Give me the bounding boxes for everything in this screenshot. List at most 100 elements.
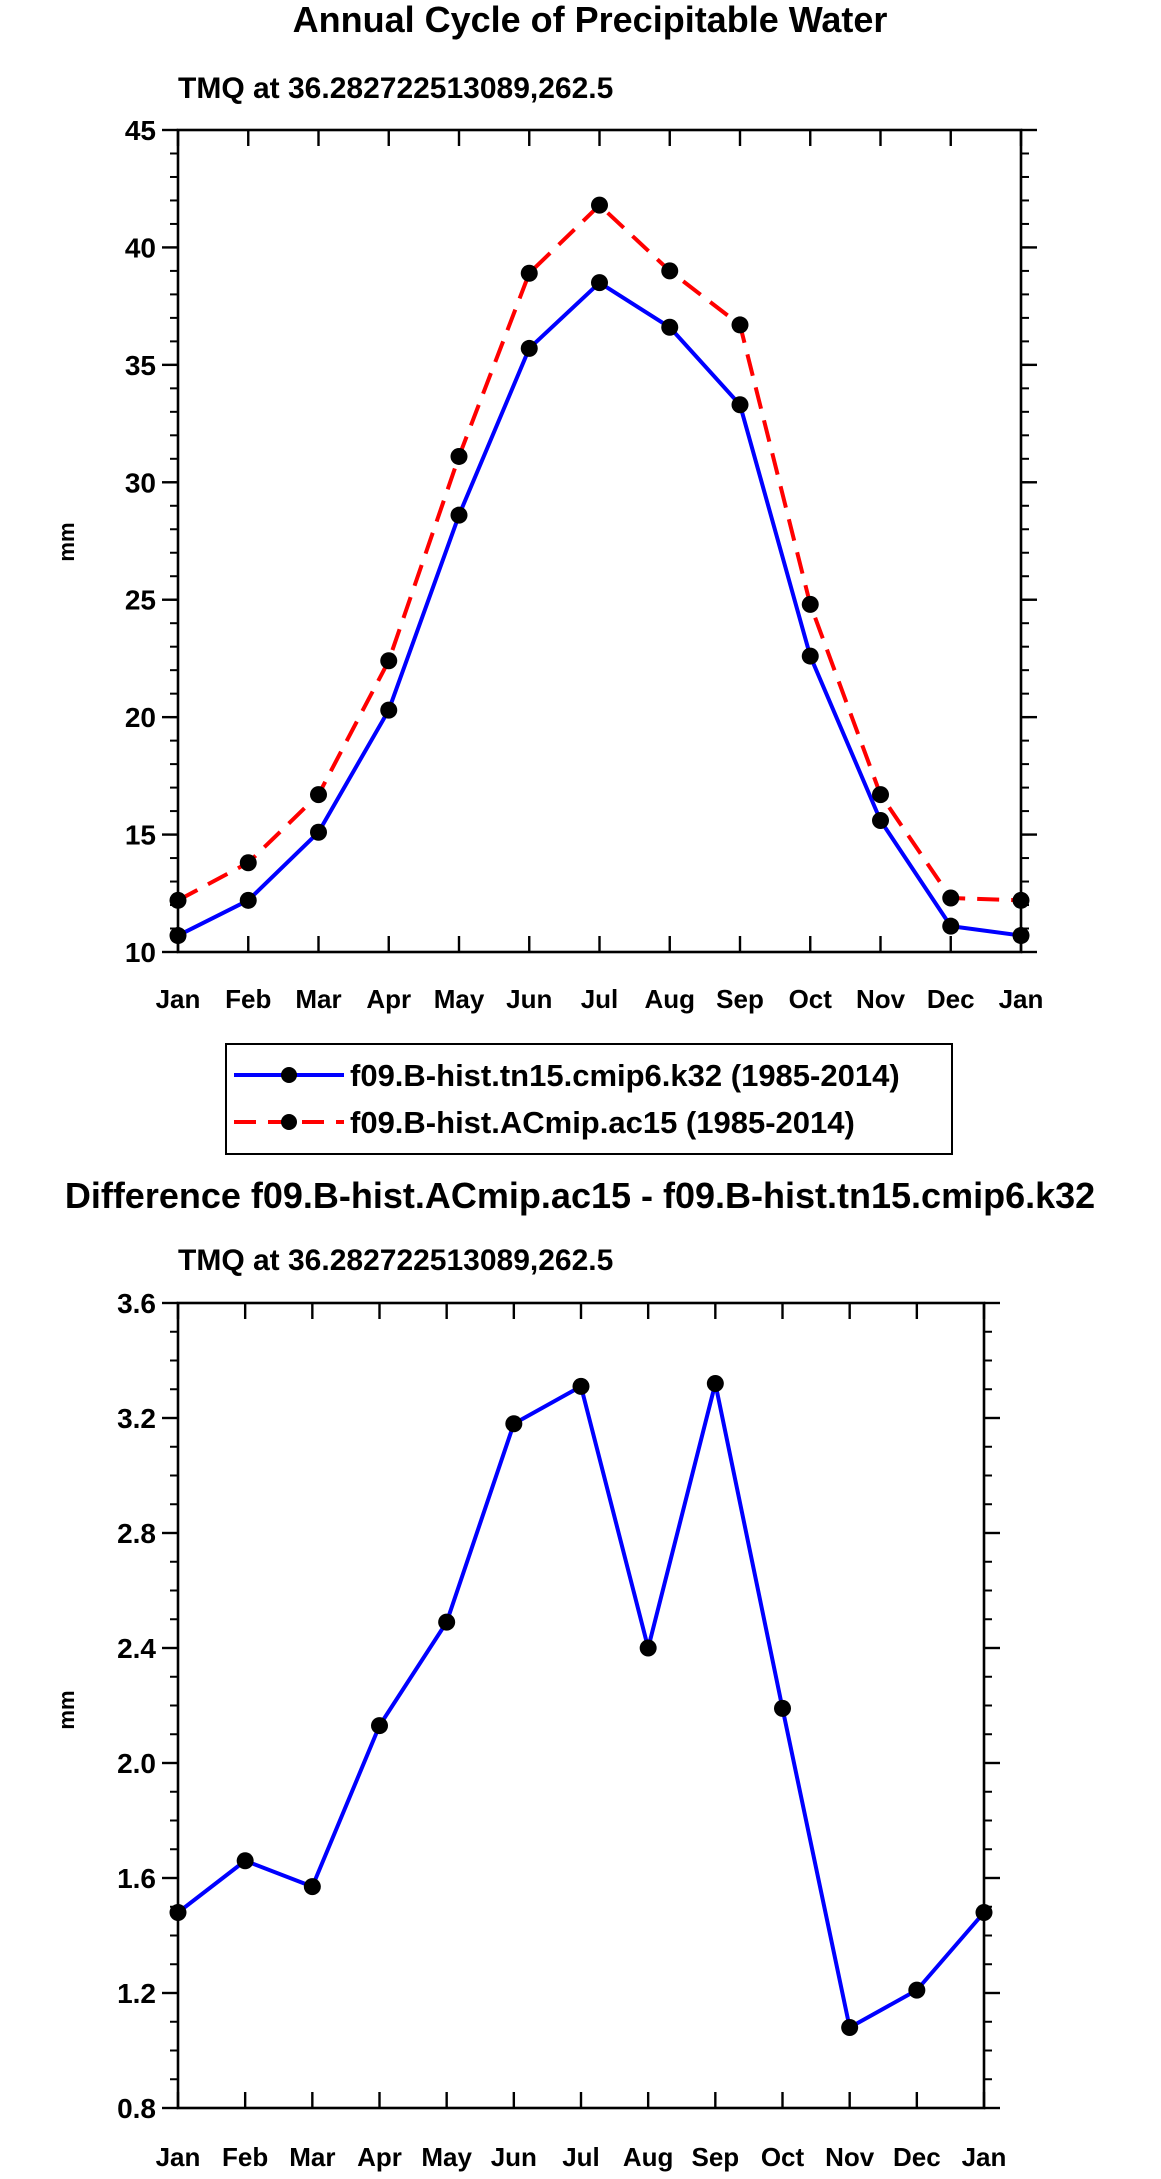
data-point — [169, 927, 187, 945]
data-point — [572, 1377, 590, 1395]
x-tick-label: Jun — [491, 2142, 537, 2172]
y-tick-label: 40 — [125, 232, 156, 263]
x-tick-label: Feb — [225, 984, 271, 1014]
data-point — [169, 891, 187, 909]
data-point — [591, 274, 608, 292]
legend-item-1: f09.B-hist.tn15.cmip6.k32 (1985-2014) — [234, 1058, 900, 1093]
y-tick-label: 35 — [125, 350, 156, 381]
y-axis-label: mm — [54, 1690, 79, 1729]
data-point — [975, 1904, 993, 1921]
x-tick-label: Sep — [716, 984, 764, 1014]
data-point — [371, 1717, 388, 1735]
data-point — [239, 854, 257, 872]
plot-frame — [176, 128, 1023, 954]
data-point — [239, 891, 257, 909]
x-tick-labels: Jan Feb Mar Apr May Jun Jul Aug Sep Oct Nov Dec Jan — [156, 984, 1044, 1014]
data-point — [303, 1878, 321, 1896]
x-tick-label: Dec — [893, 2142, 941, 2172]
x-tick-label: Feb — [222, 2142, 268, 2172]
y-tick-label: 25 — [125, 585, 156, 616]
x-tick-label: Jul — [581, 984, 619, 1014]
data-point — [380, 652, 398, 670]
x-tick-label: Oct — [761, 2142, 805, 2172]
data-point — [801, 647, 819, 665]
series-line-0 — [176, 1381, 986, 2030]
x-tick-label: Jan — [156, 2142, 201, 2172]
y-tick-label: 2.8 — [117, 1518, 156, 1549]
legend-item-2: f09.B-hist.ACmip.ac15 (1985-2014) — [234, 1105, 855, 1140]
y-tick-label: 30 — [125, 467, 156, 498]
x-tick-label: Jan — [962, 2142, 1007, 2172]
x-tick-labels: Jan Feb Mar Apr May Jun Jul Aug Sep Oct Nov Dec Jan — [156, 2142, 1007, 2172]
legend-label-1: f09.B-hist.tn15.cmip6.k32 (1985-2014) — [350, 1058, 900, 1093]
x-tick-label: Jan — [999, 984, 1044, 1014]
y-tick-label: 3.2 — [117, 1403, 156, 1434]
data-point — [380, 701, 398, 719]
chart-title: Difference f09.B-hist.ACmip.ac15 - f09.B… — [65, 1175, 1095, 1216]
x-tick-label: Jan — [156, 984, 201, 1014]
y-tick-label: 1.2 — [117, 1978, 156, 2009]
data-point — [872, 811, 889, 829]
y-tick-label: 10 — [125, 937, 156, 968]
data-point — [639, 1639, 657, 1657]
y-tick-label: 15 — [125, 820, 156, 851]
data-point — [310, 823, 327, 841]
x-tick-label: Aug — [623, 2142, 674, 2172]
data-point — [169, 1904, 187, 1921]
y-tick-labels: 10 15 20 25 30 35 40 45 — [125, 115, 156, 968]
x-tick-label: Mar — [289, 2142, 335, 2172]
data-point — [872, 786, 889, 804]
data-point — [1012, 927, 1030, 945]
chart-title: Annual Cycle of Precipitable Water — [293, 0, 888, 40]
y-tick-label: 3.6 — [117, 1288, 156, 1319]
series-line-1 — [177, 203, 1022, 903]
y-axis-label: mm — [54, 522, 79, 561]
difference-chart: Difference f09.B-hist.ACmip.ac15 - f09.B… — [54, 1175, 1095, 2172]
data-point — [841, 2019, 859, 2036]
data-point — [942, 889, 960, 907]
data-point — [520, 339, 538, 357]
series-line-0 — [177, 280, 1022, 938]
y-tick-label: 45 — [125, 115, 156, 146]
plot-frame — [176, 1301, 986, 2110]
x-tick-label: Jun — [506, 984, 552, 1014]
data-point — [438, 1613, 456, 1631]
x-tick-label: Apr — [366, 984, 411, 1014]
data-series — [169, 1375, 993, 2036]
data-series — [169, 196, 1030, 945]
x-tick-label: Oct — [789, 984, 833, 1014]
data-point — [520, 264, 538, 282]
annual-cycle-chart: Annual Cycle of Precipitable Water TMQ a… — [54, 0, 1043, 1014]
data-point — [908, 1981, 926, 1999]
x-tick-label: May — [434, 984, 485, 1014]
data-point — [731, 396, 749, 414]
data-point — [505, 1415, 523, 1433]
data-point — [591, 196, 608, 214]
y-tick-label: 20 — [125, 702, 156, 733]
axis-ticks — [162, 128, 1037, 954]
axis-ticks — [162, 1301, 1000, 2110]
legend: f09.B-hist.tn15.cmip6.k32 (1985-2014) f0… — [225, 1043, 953, 1155]
x-tick-label: Apr — [357, 2142, 402, 2172]
legend-marker — [281, 1114, 297, 1130]
chart-subtitle: TMQ at 36.282722513089,262.5 — [178, 1244, 613, 1277]
data-point — [236, 1852, 254, 1870]
data-point — [942, 917, 960, 935]
legend-box — [225, 1043, 953, 1155]
chart-subtitle: TMQ at 36.282722513089,262.5 — [178, 72, 613, 105]
x-tick-label: Nov — [825, 2142, 875, 2172]
data-point — [661, 262, 679, 280]
data-point — [706, 1375, 724, 1392]
data-point — [450, 447, 468, 465]
data-point — [731, 316, 749, 334]
data-point — [774, 1699, 791, 1717]
data-point — [450, 506, 468, 524]
y-tick-labels: 0.8 1.2 1.6 2.0 2.4 2.8 3.2 3.6 — [117, 1288, 156, 2124]
x-tick-label: Nov — [856, 984, 906, 1014]
data-point — [661, 318, 679, 336]
x-tick-label: Dec — [927, 984, 975, 1014]
legend-label-2: f09.B-hist.ACmip.ac15 (1985-2014) — [350, 1105, 855, 1140]
y-tick-label: 2.0 — [117, 1748, 156, 1779]
x-tick-label: Mar — [295, 984, 341, 1014]
